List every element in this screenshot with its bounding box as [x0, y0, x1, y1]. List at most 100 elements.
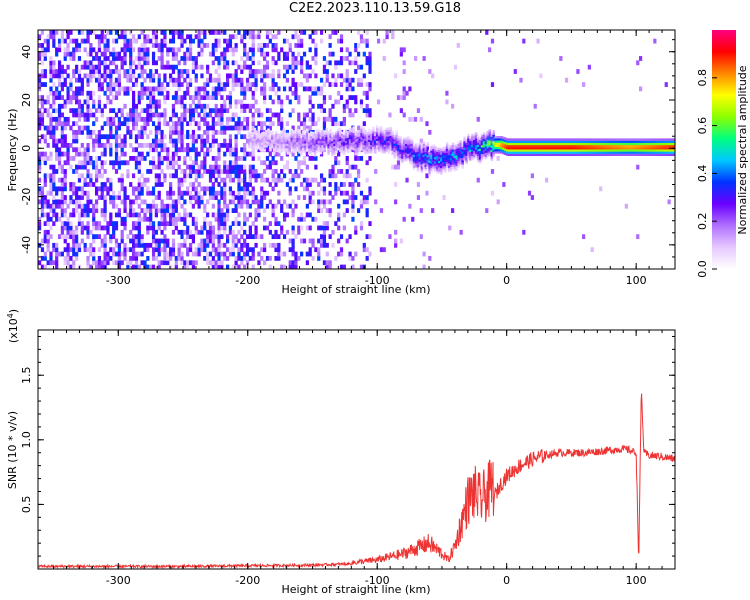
spectrogram-cell [410, 159, 414, 162]
spectrogram-cell [106, 255, 110, 261]
spectrogram-cell [231, 151, 235, 157]
spectrogram-cell [174, 255, 178, 261]
spectrogram-cell [480, 155, 484, 159]
spectrogram-cell [206, 147, 210, 153]
spectrogram-cell [63, 208, 67, 213]
spectrogram-cell [211, 247, 215, 253]
spectrogram-cell [418, 146, 422, 149]
spectrogram-cell [461, 159, 464, 163]
spectrogram-cell [385, 142, 389, 146]
spectrogram-cell [186, 51, 190, 57]
spectrogram-cell [440, 150, 443, 153]
spectrogram-cell [183, 90, 187, 96]
spectrogram-cell [552, 140, 556, 143]
spectrogram-cell [177, 177, 181, 183]
spectrogram-cell [171, 229, 176, 235]
spectrogram-cell [562, 140, 565, 143]
spectrogram-cell [410, 143, 414, 147]
spectrogram-cell [254, 77, 258, 83]
spectrogram-cell [486, 141, 490, 145]
spectrogram-cell [60, 95, 64, 100]
spectrogram-cell [263, 64, 267, 70]
spectrogram-cell [43, 234, 47, 240]
spectrogram-cell [129, 43, 133, 48]
spectrogram-cell [544, 138, 548, 141]
spectrogram-cell [488, 142, 492, 145]
spectrogram-cell [418, 148, 422, 152]
spectrogram-cell [566, 147, 569, 150]
spectrogram-cell [280, 108, 284, 114]
spectrogram-cell [379, 139, 383, 142]
spectrogram-cell [267, 141, 270, 144]
spectrogram-cell [203, 221, 207, 226]
spectrogram-cell [137, 221, 141, 226]
spectrogram-cell [211, 129, 215, 135]
spectrogram-cell [188, 112, 193, 118]
spectrogram-cell [180, 121, 184, 127]
spectrogram-cell [237, 251, 241, 257]
spectrogram-cell [245, 64, 250, 70]
spectrogram-cell [350, 144, 354, 148]
spectrogram-cell [579, 140, 583, 143]
spectrogram-cell [414, 162, 418, 166]
spectrogram-cell [129, 208, 133, 213]
spectrogram-cell [422, 156, 426, 160]
spectrogram-cell [346, 148, 350, 151]
spectrogram-cell [581, 153, 585, 157]
spectrogram-cell [261, 138, 264, 141]
spectrogram-cell [411, 116, 415, 122]
spectrogram-cell [345, 56, 349, 61]
spectrogram-cell [188, 229, 193, 235]
spectrogram-cell [100, 195, 104, 200]
spectrogram-cell [365, 30, 369, 35]
spectrogram-cell [351, 60, 355, 66]
spectrogram-cell [461, 153, 464, 156]
spectrogram-cell [97, 86, 102, 92]
spectrogram-cell [177, 95, 181, 100]
spectrogram-cell [523, 140, 527, 143]
spectrogram-cell [251, 82, 255, 87]
spectrogram-cell [424, 151, 428, 154]
spectrogram-cell [311, 116, 315, 122]
spectrogram-cell [103, 56, 107, 61]
spectrogram-cell [94, 221, 99, 226]
spectrogram-cell [106, 38, 110, 44]
spectrogram-cell [345, 199, 349, 205]
spectrogram-cell [200, 116, 204, 122]
spectrogram-cell [546, 147, 550, 150]
spectrogram-cell [280, 156, 284, 161]
spectrogram-cell [80, 225, 84, 231]
spectrogram-cell [157, 182, 161, 187]
spectrogram-cell [416, 151, 420, 155]
spectrogram-cell [402, 90, 406, 96]
spectrogram-cell [403, 141, 406, 144]
spectrogram-cell [177, 116, 181, 122]
spectrogram-cell [274, 229, 278, 235]
spectrogram-cell [57, 203, 62, 209]
spectrogram-cell [174, 47, 178, 53]
spectrogram-cell [149, 212, 153, 218]
spectrogram-cell [103, 121, 107, 127]
spectrogram-cell [208, 251, 213, 257]
spectrogram-cell [308, 247, 312, 253]
spectrogram-cell [285, 77, 290, 83]
spectrogram-cell [66, 147, 70, 153]
spectrogram-cell [296, 131, 299, 134]
spectrogram-cell [348, 108, 352, 114]
spectrogram-cell [248, 225, 252, 231]
spectrogram-cell [461, 146, 464, 150]
spectrogram-cell [474, 153, 478, 157]
spectrogram-cell [401, 143, 404, 146]
spectrogram-cell [348, 112, 352, 118]
spectrogram-cell [339, 143, 342, 146]
spectrogram-cell [40, 60, 45, 66]
spectrogram-cell [206, 199, 210, 205]
spectrogram-cell [72, 147, 76, 153]
spectrogram-cell [180, 216, 184, 222]
spectrogram-cell [288, 140, 292, 144]
spectrogram-cell [282, 136, 286, 140]
spectrogram-cell [535, 147, 538, 150]
spectrogram-cell [486, 135, 490, 138]
spectrogram-cell [83, 47, 87, 53]
spectrogram-cell [540, 147, 544, 150]
